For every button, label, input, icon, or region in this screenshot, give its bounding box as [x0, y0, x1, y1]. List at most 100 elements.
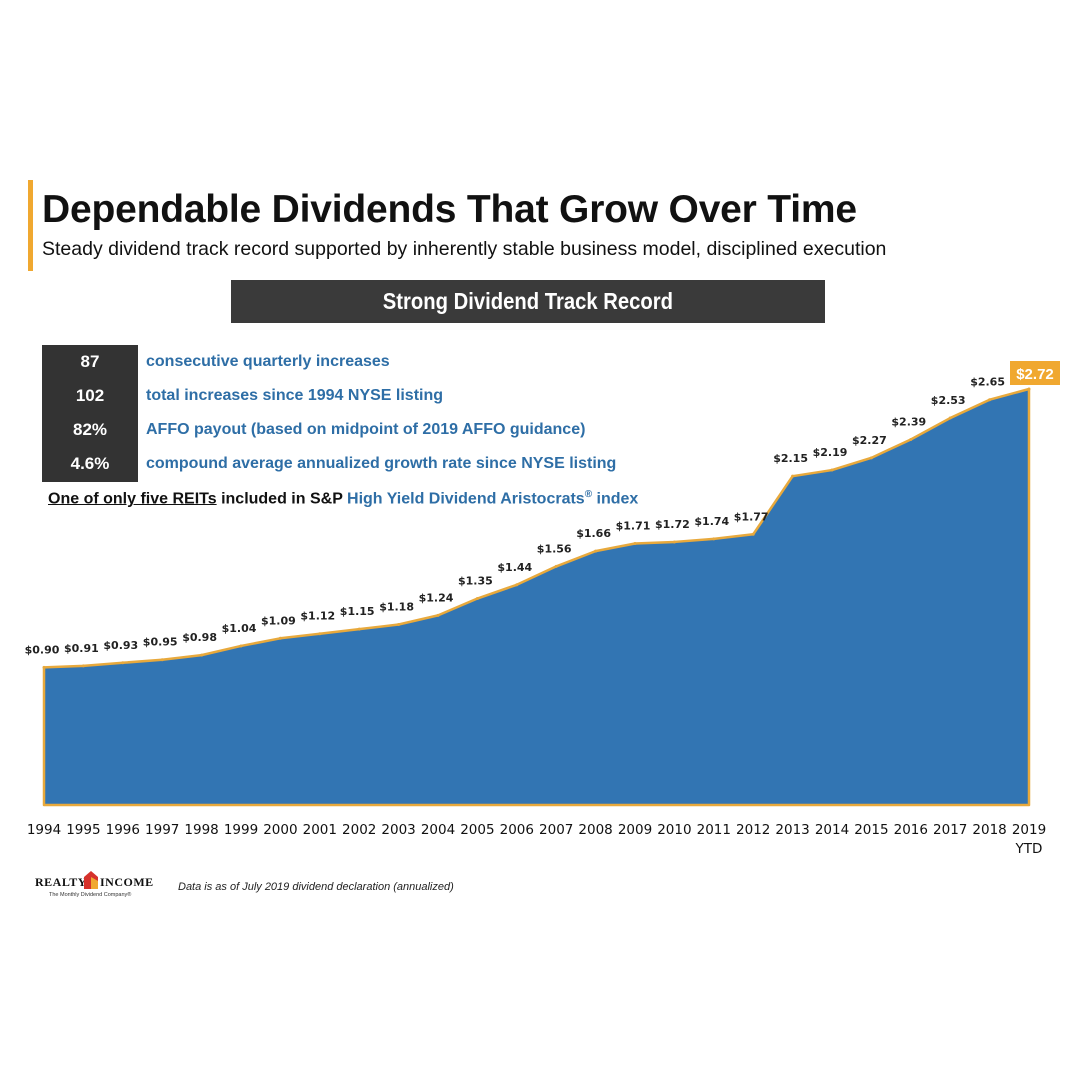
data-label: $1.74 [694, 515, 729, 528]
aristocrat-note-middle: included in S&P [216, 490, 348, 508]
x-tick-label: 2012 [736, 822, 770, 838]
data-label: $0.95 [143, 636, 178, 649]
logo-tagline: The Monthly Dividend Company® [49, 892, 132, 898]
data-point [81, 664, 85, 668]
x-tick-label: 1994 [27, 822, 61, 838]
x-tick-label: 2003 [381, 822, 415, 838]
x-tick-label: 2019 [1012, 822, 1046, 838]
x-tick-label: 1997 [145, 822, 179, 838]
data-point [357, 627, 361, 631]
data-point [515, 583, 519, 587]
data-point [121, 661, 125, 665]
aristocrat-note-highlight: High Yield Dividend Aristocrats [347, 490, 585, 508]
data-point [160, 658, 164, 662]
data-label: $2.27 [852, 434, 887, 447]
company-logo: REALTY INCOME The Monthly Dividend Compa… [35, 870, 160, 904]
data-point [869, 456, 873, 460]
stat-label-1: consecutive quarterly increases [146, 353, 390, 370]
x-tick-label: 2011 [697, 822, 731, 838]
data-point [200, 653, 204, 657]
stat-value-1: 87 [80, 352, 100, 371]
data-point [436, 613, 440, 617]
aristocrat-note: One of only five REITs included in S&P H… [48, 489, 638, 508]
stat-value-3: 82% [72, 420, 108, 439]
logo-house-icon [84, 871, 98, 889]
data-point [397, 623, 401, 627]
data-point [672, 540, 676, 544]
data-label: $2.65 [970, 376, 1005, 389]
highlight-label-bg [1010, 361, 1060, 385]
data-point [278, 636, 282, 640]
stat-value-4: 4.6% [70, 454, 110, 473]
x-tick-label: 2013 [775, 822, 809, 838]
aristocrat-note-underlined: One of only five REITs [48, 490, 217, 508]
logo-word-right: INCOME [100, 875, 154, 889]
data-point [988, 398, 992, 402]
data-point [554, 564, 558, 568]
data-label: $0.98 [182, 631, 217, 644]
data-label: $0.91 [64, 642, 99, 655]
data-point [633, 541, 637, 545]
section-banner-label: Strong Dividend Track Record [382, 288, 674, 314]
x-tick-sublabel: YTD [1015, 841, 1043, 857]
data-point [239, 644, 243, 648]
x-tick-label: 2006 [500, 822, 534, 838]
registered-mark: ® [584, 489, 593, 500]
x-tick-label: 2017 [933, 822, 967, 838]
stat-label-3: AFFO payout (based on midpoint of 2019 A… [146, 421, 586, 438]
stat-label-4: compound average annualized growth rate … [146, 455, 617, 472]
data-point [475, 597, 479, 601]
x-tick-label: 2001 [303, 822, 337, 838]
stats-value-panel [42, 345, 138, 482]
data-label: $1.66 [576, 527, 611, 540]
data-label: $1.71 [616, 519, 651, 532]
x-tick-label: 2002 [342, 822, 376, 838]
data-label: $1.35 [458, 575, 493, 588]
title-accent-bar [28, 180, 33, 271]
data-label: $1.12 [300, 610, 335, 623]
data-label: $1.77 [734, 510, 769, 523]
data-point [791, 474, 795, 478]
data-label: $1.44 [497, 561, 532, 574]
data-label: $1.15 [340, 605, 375, 618]
page-title: Dependable Dividends That Grow Over Time [42, 188, 857, 231]
x-tick-label: 2004 [421, 822, 455, 838]
footnote: Data is as of July 2019 dividend declara… [178, 881, 454, 893]
data-label: $2.53 [931, 394, 966, 407]
logo-word-left: REALTY [35, 875, 87, 889]
data-point [948, 416, 952, 420]
data-label: $0.90 [25, 643, 60, 656]
x-tick-label: 2014 [815, 822, 849, 838]
x-tick-label: 2010 [657, 822, 691, 838]
data-label: $0.93 [103, 639, 138, 652]
x-tick-label: 2008 [578, 822, 612, 838]
data-label: $2.72 [1016, 366, 1054, 383]
data-label: $2.39 [891, 415, 926, 428]
dividend-area [42, 387, 1031, 807]
stat-value-2: 102 [75, 386, 105, 405]
x-tick-label: 1995 [66, 822, 100, 838]
data-label: $2.19 [813, 446, 848, 459]
x-tick-label: 1996 [106, 822, 140, 838]
data-label: $1.56 [537, 542, 572, 555]
x-tick-label: 2015 [854, 822, 888, 838]
x-tick-label: 2000 [263, 822, 297, 838]
aristocrat-note-suffix: index [592, 490, 639, 508]
x-tick-label: 2016 [894, 822, 928, 838]
data-point [42, 665, 46, 669]
x-tick-label: 1998 [184, 822, 218, 838]
data-label: $1.04 [222, 622, 257, 635]
x-tick-label: 2007 [539, 822, 573, 838]
page-subtitle: Steady dividend track record supported b… [42, 238, 887, 260]
data-point [712, 537, 716, 541]
data-label: $1.09 [261, 614, 296, 627]
data-point [830, 468, 834, 472]
data-label: $1.18 [379, 601, 414, 614]
x-tick-label: 1999 [224, 822, 258, 838]
data-point [594, 549, 598, 553]
data-point [318, 632, 322, 636]
data-label: $1.24 [419, 591, 454, 604]
x-tick-label: 2005 [460, 822, 494, 838]
data-point [909, 437, 913, 441]
